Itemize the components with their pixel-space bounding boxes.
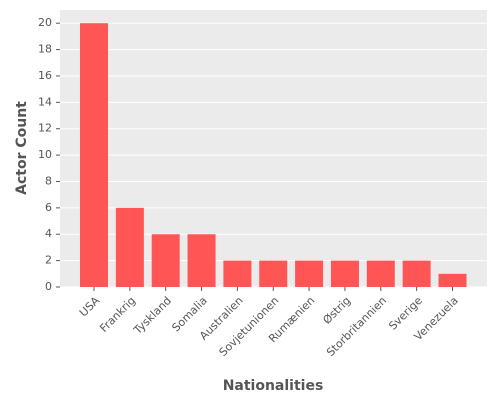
- y-tick-label: 6: [45, 201, 52, 214]
- x-axis-title: Nationalities: [223, 378, 324, 394]
- y-tick-label: 14: [38, 95, 52, 108]
- y-tick-label: 16: [38, 69, 52, 82]
- bar: [223, 260, 252, 287]
- x-tick-label: Tyskland: [131, 294, 174, 337]
- bar: [438, 273, 467, 287]
- y-tick-label: 0: [45, 280, 52, 293]
- y-tick-label: 2: [45, 254, 52, 267]
- y-tick-label: 18: [38, 43, 52, 56]
- x-tick-label: Østrig: [320, 294, 353, 327]
- y-tick-label: 20: [38, 16, 52, 29]
- y-tick-label: 10: [38, 148, 52, 161]
- bar: [187, 234, 216, 287]
- y-tick-label: 4: [45, 227, 52, 240]
- y-axis-title: Actor Count: [14, 101, 30, 195]
- x-tick-label: USA: [77, 294, 103, 320]
- bar: [80, 23, 108, 287]
- bar: [295, 260, 324, 287]
- bar: [115, 207, 144, 287]
- y-tick-label: 8: [45, 174, 52, 187]
- bar: [259, 260, 288, 287]
- bar: [151, 234, 180, 287]
- bar: [366, 260, 395, 287]
- y-tick-label: 12: [38, 122, 52, 135]
- bar: [330, 260, 359, 287]
- bar: [402, 260, 431, 287]
